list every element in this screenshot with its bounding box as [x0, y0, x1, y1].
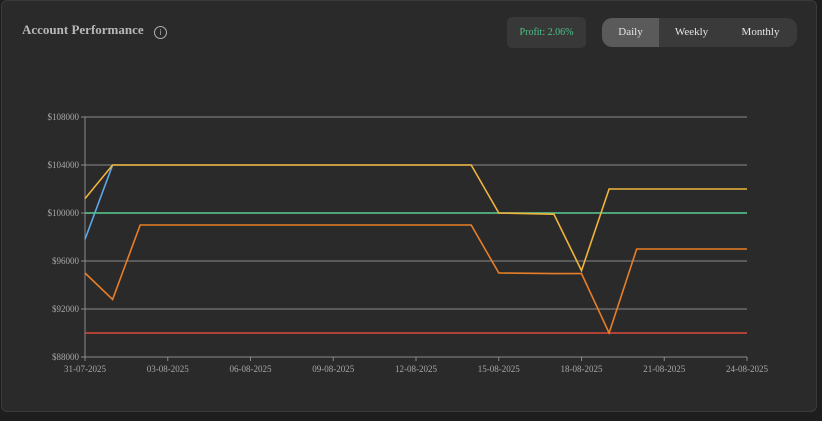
series-line-3: [84, 224, 747, 336]
x-tick-label: 03-08-2025: [147, 364, 189, 374]
y-tick-label: $100000: [48, 208, 80, 218]
x-tick-label: 09-08-2025: [312, 364, 354, 374]
x-tick-label: 18-08-2025: [561, 364, 603, 374]
panel-title: Account Performance: [22, 22, 144, 37]
profit-badge: Profit: 2.06%: [507, 17, 586, 48]
series-line-4: [84, 164, 747, 273]
y-tick-label: $108000: [48, 112, 80, 122]
account-performance-panel: Account Performance i Profit: 2.06% Dail…: [1, 0, 817, 412]
x-tick-label: 15-08-2025: [478, 364, 520, 374]
x-tick-label: 06-08-2025: [230, 364, 272, 374]
series-line-0: [84, 164, 114, 240]
y-tick-label: $88000: [52, 352, 80, 362]
y-tick-label: $96000: [52, 256, 80, 266]
x-tick-label: 31-07-2025: [64, 364, 106, 374]
range-toggle: Daily Weekly Monthly: [602, 18, 797, 47]
x-tick-label: 24-08-2025: [726, 364, 768, 374]
chart-axes: $88000 $92000 $96000 $100000 $104000 $108000 3…: [48, 112, 769, 374]
range-option-weekly[interactable]: Weekly: [674, 26, 709, 38]
x-tick-label: 12-08-2025: [395, 364, 437, 374]
x-tick-label: 21-08-2025: [643, 364, 685, 374]
range-option-monthly[interactable]: Monthly: [741, 26, 780, 38]
info-icon[interactable]: i: [154, 26, 167, 39]
y-tick-label: $92000: [52, 304, 80, 314]
y-tick-label: $104000: [48, 160, 80, 170]
range-option-daily[interactable]: Daily: [602, 18, 659, 47]
chart-series: [84, 164, 747, 336]
